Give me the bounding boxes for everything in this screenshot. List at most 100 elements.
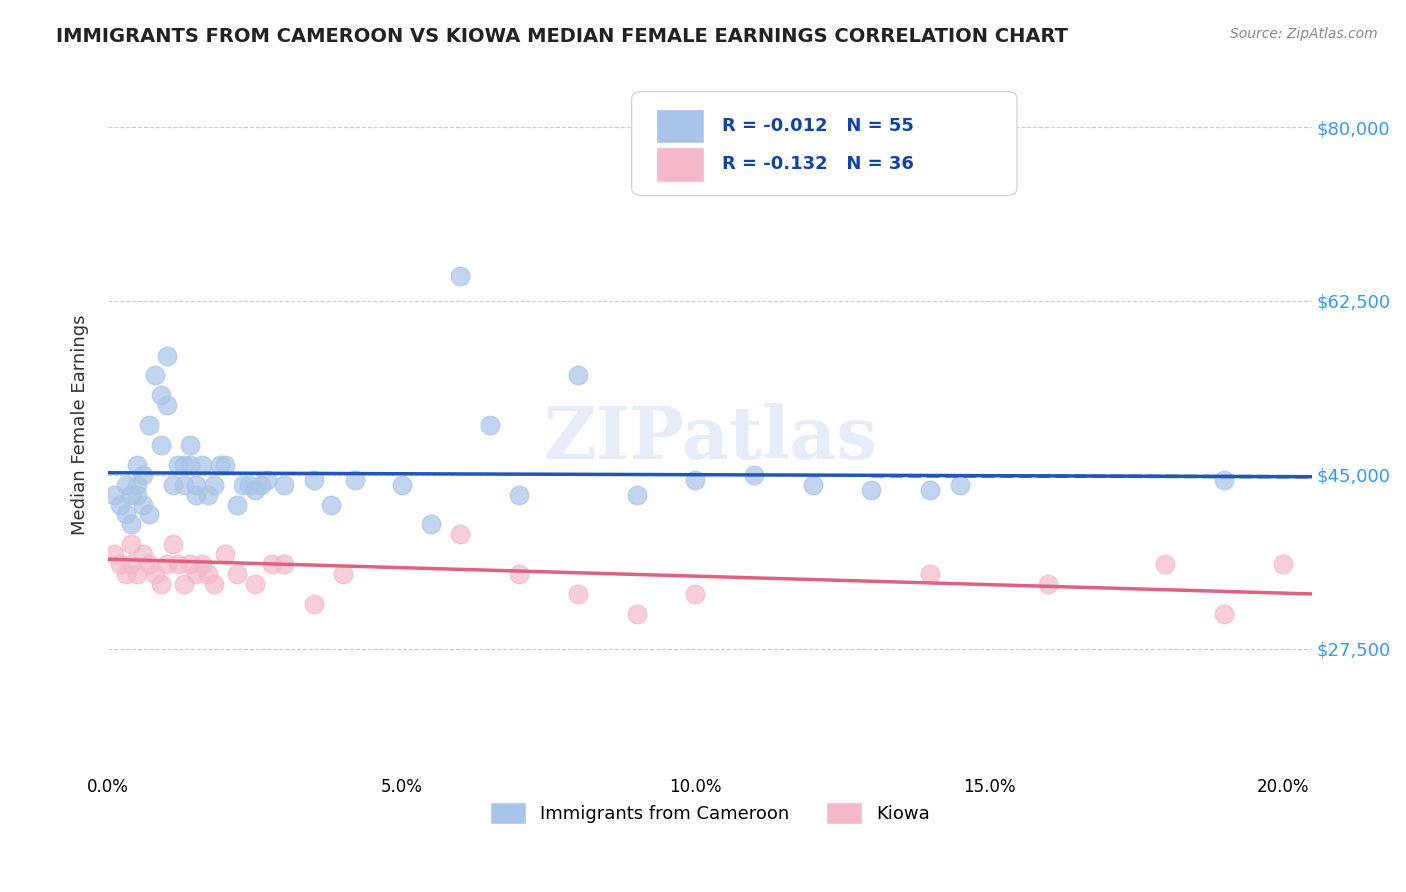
Point	[173, 458, 195, 472]
Point	[508, 488, 530, 502]
Point	[167, 557, 190, 571]
Point	[449, 527, 471, 541]
Point	[114, 567, 136, 582]
Point	[143, 368, 166, 383]
Point	[184, 567, 207, 582]
Point	[214, 458, 236, 472]
Point	[332, 567, 354, 582]
Point	[1154, 557, 1177, 571]
Point	[626, 488, 648, 502]
Text: R = -0.132   N = 36: R = -0.132 N = 36	[721, 155, 914, 173]
Point	[132, 498, 155, 512]
Point	[138, 557, 160, 571]
Point	[801, 477, 824, 491]
Point	[1212, 607, 1234, 621]
Point	[948, 477, 970, 491]
Point	[197, 488, 219, 502]
Point	[149, 577, 172, 591]
Point	[127, 458, 149, 472]
Point	[143, 567, 166, 582]
Point	[626, 607, 648, 621]
Point	[121, 557, 143, 571]
Point	[273, 557, 295, 571]
Point	[179, 557, 201, 571]
Point	[343, 473, 366, 487]
Point	[214, 547, 236, 561]
Point	[179, 438, 201, 452]
Point	[103, 488, 125, 502]
Point	[1036, 577, 1059, 591]
Bar	[655, 109, 704, 144]
Point	[321, 498, 343, 512]
Point	[156, 349, 179, 363]
Point	[742, 467, 765, 482]
Point	[191, 557, 214, 571]
Point	[508, 567, 530, 582]
Point	[121, 537, 143, 551]
Point	[127, 477, 149, 491]
Point	[420, 517, 443, 532]
Point	[202, 577, 225, 591]
Point	[197, 567, 219, 582]
Point	[162, 537, 184, 551]
Point	[1212, 473, 1234, 487]
Point	[208, 458, 231, 472]
Point	[127, 567, 149, 582]
Point	[567, 587, 589, 601]
Point	[114, 477, 136, 491]
Point	[149, 438, 172, 452]
Point	[162, 477, 184, 491]
Text: Source: ZipAtlas.com: Source: ZipAtlas.com	[1230, 27, 1378, 41]
Point	[202, 477, 225, 491]
Point	[138, 508, 160, 522]
Point	[243, 577, 266, 591]
Point	[121, 517, 143, 532]
Point	[302, 473, 325, 487]
Bar	[655, 147, 704, 182]
Point	[127, 488, 149, 502]
Point	[173, 477, 195, 491]
Point	[683, 473, 706, 487]
Point	[920, 567, 942, 582]
FancyBboxPatch shape	[631, 91, 1017, 195]
Point	[920, 483, 942, 497]
Point	[114, 508, 136, 522]
Point	[1271, 557, 1294, 571]
Text: ZIPatlas: ZIPatlas	[543, 403, 877, 475]
Point	[184, 488, 207, 502]
Point	[449, 269, 471, 284]
Point	[256, 473, 278, 487]
Point	[860, 483, 883, 497]
Point	[184, 477, 207, 491]
Point	[226, 498, 249, 512]
Point	[156, 557, 179, 571]
Point	[156, 398, 179, 412]
Point	[683, 587, 706, 601]
Point	[179, 458, 201, 472]
Text: R = -0.012   N = 55: R = -0.012 N = 55	[721, 117, 914, 135]
Point	[191, 458, 214, 472]
Point	[273, 477, 295, 491]
Point	[108, 498, 131, 512]
Point	[238, 477, 260, 491]
Text: IMMIGRANTS FROM CAMEROON VS KIOWA MEDIAN FEMALE EARNINGS CORRELATION CHART: IMMIGRANTS FROM CAMEROON VS KIOWA MEDIAN…	[56, 27, 1069, 45]
Point	[138, 418, 160, 433]
Point	[262, 557, 284, 571]
Point	[567, 368, 589, 383]
Legend: Immigrants from Cameroon, Kiowa: Immigrants from Cameroon, Kiowa	[481, 793, 939, 833]
Point	[302, 597, 325, 611]
Point	[478, 418, 501, 433]
Point	[249, 477, 271, 491]
Point	[232, 477, 254, 491]
Point	[121, 488, 143, 502]
Point	[391, 477, 413, 491]
Point	[167, 458, 190, 472]
Point	[149, 388, 172, 402]
Point	[108, 557, 131, 571]
Point	[103, 547, 125, 561]
Point	[132, 547, 155, 561]
Point	[243, 483, 266, 497]
Point	[132, 467, 155, 482]
Point	[226, 567, 249, 582]
Y-axis label: Median Female Earnings: Median Female Earnings	[72, 315, 89, 535]
